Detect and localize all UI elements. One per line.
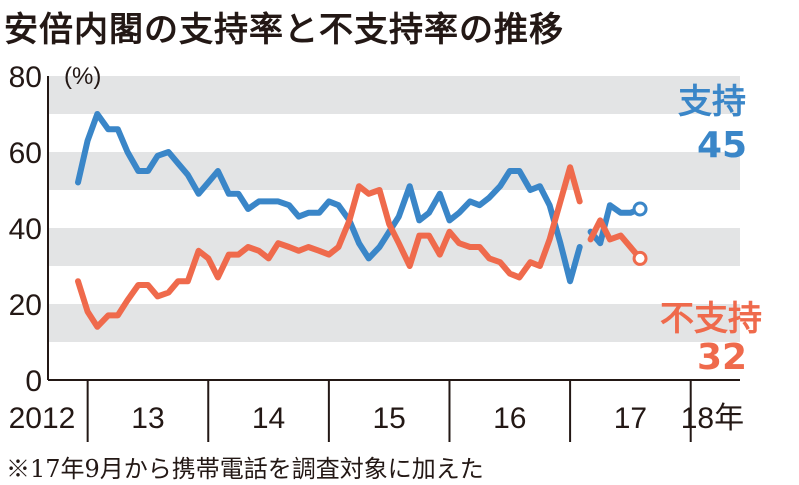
series-lines [75, 111, 643, 330]
x-tick-labels: 2012 13 14 15 16 17 18年 [9, 380, 744, 442]
series-label-support: 支持 [678, 82, 746, 122]
chart-title: 安倍内閣の支持率と不支持率の推移 [4, 10, 564, 50]
shaded-band [48, 152, 740, 190]
y-tick-label: 80 [9, 61, 42, 94]
series-value-disapprove: 32 [697, 337, 747, 378]
series-line-disapprove [75, 164, 583, 330]
y-tick-label: 40 [9, 213, 42, 246]
footnote: ※17年9月から携帯電話を調査対象に加えた [6, 455, 484, 483]
series-end-marker-disapprove [632, 250, 648, 266]
x-tick-label: 2012 [9, 402, 76, 435]
x-tick-label: 14 [252, 402, 285, 435]
series-end-markers [632, 201, 648, 266]
y-tick-label: 0 [25, 365, 42, 398]
x-tick-label: 15 [372, 402, 405, 435]
y-tick-label: 20 [9, 289, 42, 322]
shaded-band [48, 304, 740, 342]
x-tick-label: 17 [614, 402, 647, 435]
y-tick-labels: 0 20 40 60 80 [9, 61, 42, 398]
series-line-support [75, 111, 583, 285]
x-tick-label: 16 [493, 402, 526, 435]
shaded-band [48, 76, 740, 114]
y-unit-label: (%) [64, 63, 101, 90]
series-end-marker-support [632, 201, 648, 217]
axes: (%) [47, 63, 740, 381]
series-value-support: 45 [697, 125, 747, 166]
series-label-disapprove: 不支持 [660, 299, 762, 339]
shaded-bands [48, 76, 740, 342]
x-tick-label: 18年 [681, 402, 744, 435]
series-labels: 支持 45 不支持 32 [660, 82, 762, 378]
series-line-support [587, 202, 643, 247]
series-line-disapprove [587, 217, 643, 262]
y-tick-label: 60 [9, 137, 42, 170]
x-tick-label: 13 [131, 402, 164, 435]
